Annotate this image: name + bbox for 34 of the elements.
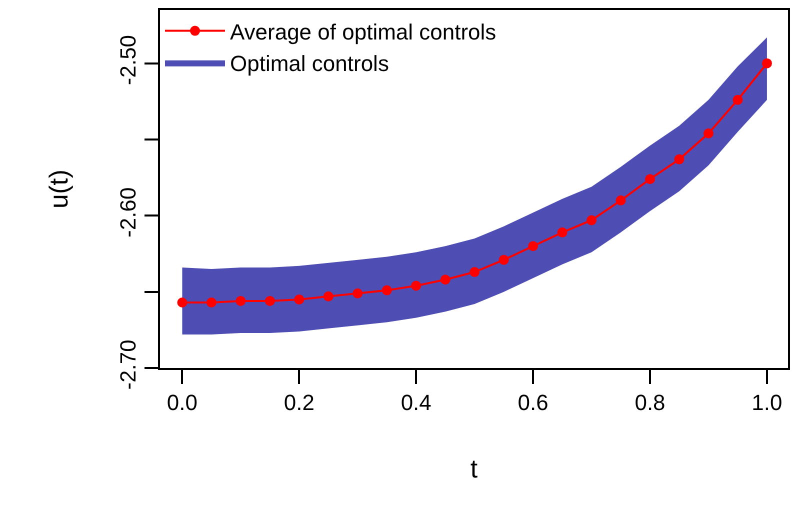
point [470, 267, 480, 278]
x-tick-label: 0.2 [284, 390, 314, 416]
x-tick-label: 1.0 [752, 390, 782, 416]
y-tick-label: -2.60 [115, 187, 140, 238]
legend-label: Average of optimal controls [230, 19, 496, 44]
point [703, 128, 714, 138]
point [411, 280, 422, 291]
point [440, 274, 450, 285]
point [498, 254, 509, 265]
point [323, 291, 334, 302]
point [586, 215, 597, 226]
x-tick-label: 0.8 [634, 390, 666, 416]
point [762, 58, 772, 68]
point [528, 241, 538, 252]
x-tick-label: 0.0 [166, 390, 198, 416]
x-axis-title: t [470, 453, 478, 484]
point [557, 227, 568, 238]
y-axis-title: u(t) [43, 170, 74, 208]
point [206, 297, 216, 308]
point [177, 297, 188, 308]
y-tick-label: -2.70 [115, 340, 140, 390]
point [294, 294, 304, 304]
point [732, 94, 743, 105]
x-tick-label: 0.6 [518, 390, 548, 416]
point [645, 174, 655, 184]
x-tick-label: 0.4 [400, 390, 432, 416]
legend-label: Optimal controls [230, 50, 389, 76]
point [236, 296, 246, 306]
point [616, 195, 626, 206]
point [382, 285, 392, 296]
point [674, 154, 684, 164]
point [264, 296, 275, 306]
point [352, 288, 363, 298]
y-tick-label: -2.50 [115, 34, 140, 86]
